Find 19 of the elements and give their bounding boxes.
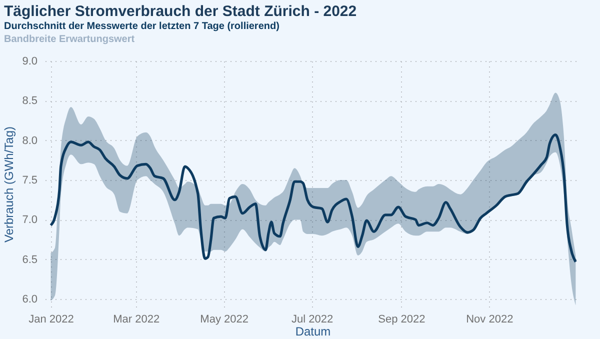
x-axis-title: Datum [295, 324, 331, 338]
y-tick-label: 9.0 [22, 56, 38, 68]
x-tick-label: Jul 2022 [291, 314, 334, 326]
y-tick-label: 6.0 [22, 294, 38, 306]
y-tick-label: 6.5 [22, 254, 38, 266]
chart-subtitle: Bandbreite Erwartungswert [4, 34, 136, 45]
y-tick-label: 7.5 [22, 174, 38, 187]
x-tick-label: Mar 2022 [113, 314, 160, 326]
y-tick-label: 8.0 [22, 134, 38, 147]
x-tick-label: Nov 2022 [466, 314, 514, 326]
line-series [49, 134, 577, 264]
x-tick-label: May 2022 [200, 314, 248, 326]
y-tick-label: 8.5 [22, 95, 38, 108]
x-tick-label: Jan 2022 [28, 314, 74, 326]
y-axis-title: Verbrauch (GWh/Tag) [2, 126, 16, 243]
y-tick-label: 7.0 [22, 214, 38, 226]
chart-title: Täglicher Stromverbrauch der Stadt Zürich - 2022 [4, 3, 357, 20]
x-tick-label: Sep 2022 [378, 314, 426, 326]
text: Durchschnitt der Messwerte der letzten 7 Tage (rollierend) [4, 21, 280, 32]
